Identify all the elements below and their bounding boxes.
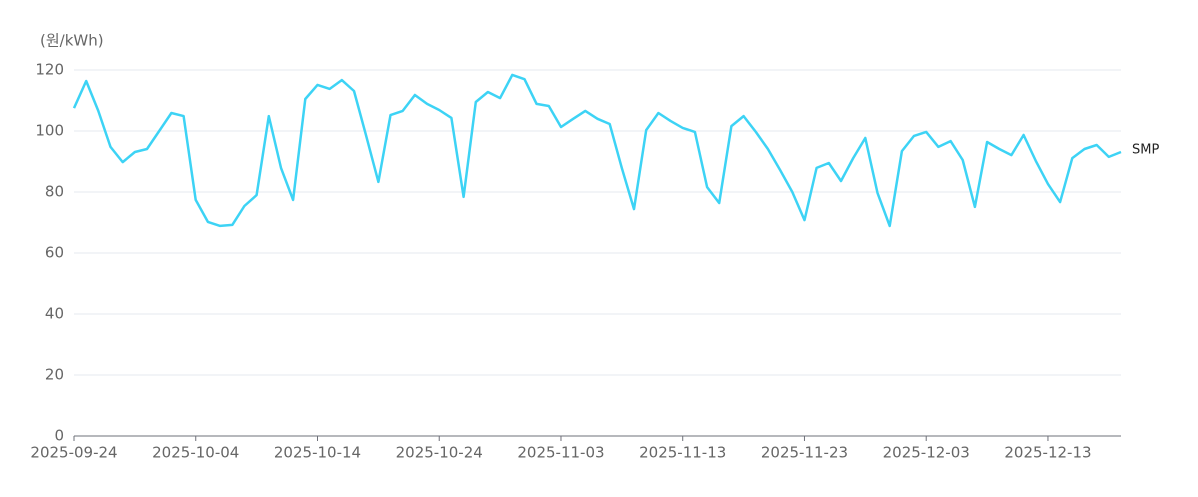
x-tick-label: 2025-10-04 xyxy=(152,444,239,462)
series-line xyxy=(72,73,1122,228)
x-tick-label: 2025-11-23 xyxy=(761,444,848,462)
y-tick-label: 100 xyxy=(35,122,64,140)
y-tick-label: 40 xyxy=(45,305,64,323)
x-tick-label: 2025-11-13 xyxy=(639,444,726,462)
series-label: SMP xyxy=(1132,143,1159,158)
x-tick-label: 2025-10-24 xyxy=(396,444,483,462)
y-tick-label: 120 xyxy=(35,61,64,79)
x-tick-label: 2025-12-03 xyxy=(883,444,970,462)
x-tick-label: 2025-12-13 xyxy=(1004,444,1091,462)
y-tick-label: 60 xyxy=(45,244,64,262)
x-tick-label: 2025-10-14 xyxy=(274,444,361,462)
x-tick-label: 2025-11-03 xyxy=(517,444,604,462)
x-tick-label: 2025-09-24 xyxy=(30,444,117,462)
y-tick-label: 80 xyxy=(45,183,64,201)
y-tick-label: 20 xyxy=(45,366,64,384)
y-axis-label: (원/kWh) xyxy=(40,32,104,50)
y-tick-label: 0 xyxy=(54,427,64,445)
